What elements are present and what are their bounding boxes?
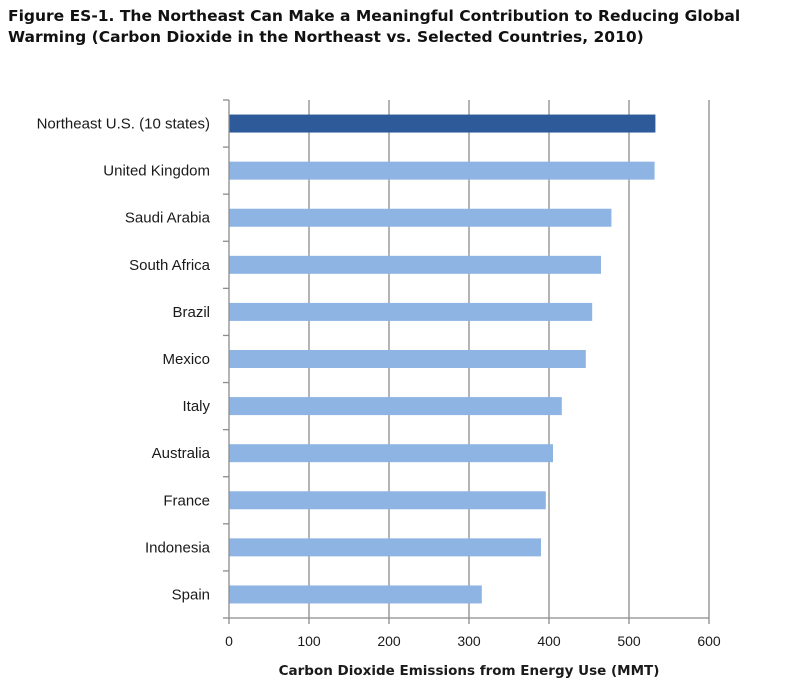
- category-label: Mexico: [162, 351, 210, 368]
- figure-title-line-2: Warming (Carbon Dioxide in the Northeast…: [8, 28, 644, 46]
- bar-france: [229, 491, 546, 510]
- category-label: South Africa: [129, 257, 211, 274]
- category-label: France: [163, 492, 210, 509]
- bar-united-kingdom: [229, 161, 655, 180]
- bar-saudi-arabia: [229, 208, 612, 227]
- category-label: Brazil: [172, 304, 210, 321]
- category-label: Australia: [152, 445, 211, 462]
- bars: [229, 114, 656, 604]
- category-label: Italy: [182, 398, 210, 415]
- x-tick-label: 0: [225, 633, 233, 649]
- bar-northeast-u-s-10-states: [229, 114, 656, 133]
- category-label: Indonesia: [145, 539, 211, 556]
- x-tick-label: 500: [617, 633, 641, 649]
- category-label: Saudi Arabia: [125, 210, 211, 227]
- bar-south-africa: [229, 255, 601, 274]
- bar-italy: [229, 397, 562, 416]
- x-tick-label: 400: [537, 633, 561, 649]
- x-tick-label: 200: [377, 633, 401, 649]
- bar-brazil: [229, 302, 593, 321]
- category-label: United Kingdom: [103, 163, 210, 180]
- category-label: Northeast U.S. (10 states): [37, 116, 210, 133]
- bar-australia: [229, 444, 553, 463]
- tick-labels: 0 100 200 300 400 500 600: [225, 633, 721, 649]
- figure-title: Figure ES-1. The Northeast Can Make a Me…: [8, 6, 788, 48]
- bar-indonesia: [229, 538, 541, 557]
- x-tick-label: 600: [697, 633, 721, 649]
- x-tick-label: 300: [457, 633, 481, 649]
- x-axis-title: Carbon Dioxide Emissions from Energy Use…: [279, 663, 660, 679]
- bar-spain: [229, 585, 482, 604]
- figure-title-line-1: Figure ES-1. The Northeast Can Make a Me…: [8, 7, 741, 25]
- category-label: Spain: [172, 586, 210, 603]
- category-labels: Northeast U.S. (10 states) United Kingdom…: [37, 116, 211, 604]
- bar-mexico: [229, 350, 586, 368]
- axes: [223, 99, 710, 624]
- x-tick-label: 100: [297, 633, 321, 649]
